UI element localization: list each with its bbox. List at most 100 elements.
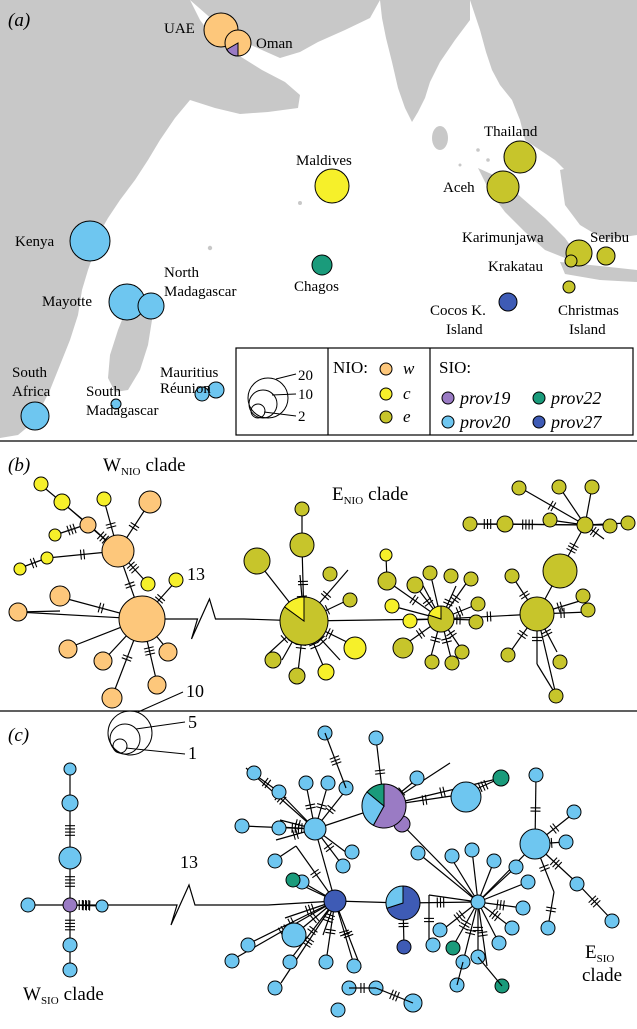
mutation-tick [325, 928, 336, 932]
haplotype-node [504, 920, 520, 936]
haplotype-node [552, 654, 568, 670]
nio-e-label: e [403, 407, 411, 426]
mutation-tick [131, 566, 140, 574]
haplotype-node [542, 512, 558, 528]
mutation-tick [312, 871, 321, 879]
network-edge [477, 901, 488, 967]
mutation-tick [398, 787, 406, 796]
mutation-tick [29, 558, 35, 569]
mutation-tick [319, 637, 328, 646]
mutation-tick [328, 629, 334, 639]
mutation-tick [295, 829, 299, 840]
haplotype-node [602, 518, 618, 534]
mutation-tick [323, 918, 333, 924]
label-krakatau: Krakatau [488, 259, 543, 275]
prov20-label: prov20 [458, 412, 510, 432]
haplotype-node [500, 647, 516, 663]
haplotype-node [318, 954, 334, 970]
mutation-tick [519, 629, 528, 637]
mutation-tick [458, 910, 466, 919]
mutation-tick [305, 803, 316, 807]
arabia-land [190, 0, 380, 58]
haplotype-node [40, 551, 54, 565]
mutation-tick [316, 803, 327, 807]
india-land [380, 0, 470, 122]
nio-c-label: c [403, 384, 411, 403]
label-seribu: Seribu [590, 230, 630, 246]
mutation-tick [122, 654, 133, 659]
mutation-tick [588, 895, 597, 904]
legend-box: 20 10 2 NIO: w c e SIO: prov19 prov22 pr… [235, 347, 634, 436]
haplotype-node [138, 490, 162, 514]
mutation-tick [546, 906, 557, 910]
mutation-tick [430, 639, 441, 643]
haplotype-node [58, 846, 82, 870]
haplotype-node [289, 532, 315, 558]
mutation-tick [292, 829, 296, 840]
mutation-tick [310, 644, 320, 650]
label-mauritius: Mauritius [160, 365, 218, 381]
mutation-tick [330, 758, 341, 763]
size-legend-network: 10 5 1 [107, 681, 204, 763]
enio-sub: NIO [344, 495, 364, 507]
mutation-tick [502, 900, 505, 911]
mutation-tick [549, 857, 558, 866]
mutation-tick [125, 584, 136, 589]
sio-legend-title: SIO: [439, 358, 471, 377]
mutation-tick [442, 786, 446, 797]
panel-c-tag: (c) [8, 725, 29, 746]
haplotype-pie-slice [361, 791, 385, 826]
haplotype-node [335, 858, 351, 874]
mutation-tick [312, 912, 320, 922]
size-legend-map: 20 10 2 [247, 368, 313, 425]
mutation-tick [261, 777, 269, 787]
haplotype-node [243, 547, 271, 575]
label-oman: Oman [256, 36, 293, 52]
haplotype-node [584, 479, 600, 495]
mutation-tick [309, 641, 319, 647]
mutation-tick [309, 925, 318, 933]
mutation-tick [460, 922, 470, 928]
population-reunion [194, 386, 210, 402]
mutation-tick [590, 897, 599, 906]
mutation-tick [455, 912, 464, 921]
haplotype-node [79, 516, 97, 534]
mutation-tick [517, 632, 526, 640]
mutation-tick [409, 594, 417, 604]
haplotype-node [101, 687, 123, 709]
population-oman [224, 29, 252, 57]
haplotype-node [234, 818, 250, 834]
haplotype-node [604, 913, 620, 929]
network-edge [247, 900, 336, 945]
haplotype-node [53, 493, 71, 511]
mutation-tick [331, 761, 342, 766]
network-edge [314, 828, 336, 902]
haplotype-node [569, 876, 585, 892]
mutation-tick [477, 782, 483, 793]
haplotype-node [620, 515, 636, 531]
haplotype-node [548, 688, 564, 704]
haplotype-node [444, 848, 460, 864]
label-christmas-1: Christmas [558, 303, 619, 319]
mutation-tick [79, 549, 82, 560]
mutation-tick [547, 500, 554, 510]
haplotype-node [346, 958, 362, 974]
label-maldives: Maldives [296, 153, 352, 169]
enio-clade-word: clade [368, 484, 408, 505]
haplotype-node [580, 602, 596, 618]
mutation-tick [307, 928, 316, 936]
haplotype-node [264, 651, 282, 669]
haplotype-node [402, 613, 418, 629]
mutation-tick [83, 549, 86, 560]
haplotype-node [462, 516, 478, 532]
mutation-tick [458, 606, 464, 616]
mutation-tick [392, 990, 397, 1001]
haplotype-node [463, 571, 479, 587]
network-edge [456, 961, 464, 986]
label-south-madagascar-2: Madagascar [86, 403, 158, 419]
wsio-clade-word: clade [64, 984, 104, 1005]
mutation-tick [446, 629, 456, 637]
haplotype-node-large [519, 596, 555, 632]
prov19-swatch [441, 391, 455, 405]
mutation-tick [305, 936, 315, 943]
